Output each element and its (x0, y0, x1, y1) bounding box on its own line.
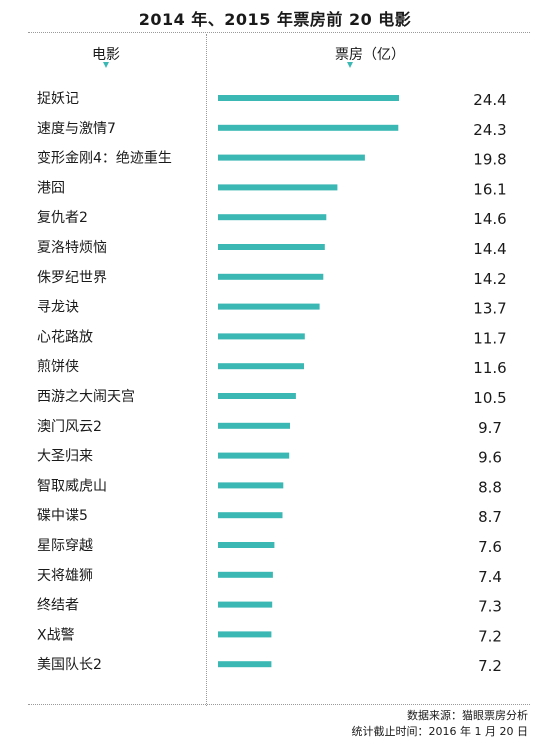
bar (218, 393, 296, 399)
bar (218, 244, 325, 250)
category-label: 智取威虎山 (37, 478, 107, 494)
value-label: 19.8 (473, 151, 506, 169)
cutoff-text: 统计截止时间：2016 年 1 月 20 日 (351, 725, 528, 738)
category-label: 煎饼侠 (37, 359, 79, 375)
bar (218, 303, 320, 310)
bar (218, 571, 273, 578)
value-label: 13.7 (473, 300, 506, 318)
category-label: 星际穿越 (37, 538, 93, 554)
value-label: 9.6 (478, 449, 502, 467)
bar (218, 601, 273, 608)
source-text: 数据来源：猫眼票房分析 (407, 709, 528, 722)
value-label: 7.2 (478, 627, 502, 645)
box-office-header-arrow-icon (347, 62, 353, 68)
category-label: 变形金刚4：绝迹重生 (37, 151, 172, 167)
bar (218, 154, 365, 161)
bar (218, 333, 305, 340)
bottom-divider (28, 704, 530, 705)
bar (218, 124, 399, 131)
bar (218, 482, 284, 489)
category-label: 天将雄狮 (37, 568, 93, 584)
category-label: 美国队长2 (37, 657, 102, 673)
category-label: 终结者 (37, 598, 79, 614)
value-label: 14.6 (473, 210, 506, 228)
value-label: 7.6 (478, 538, 502, 556)
value-label: 10.5 (473, 389, 506, 407)
bar (218, 273, 324, 280)
bar (218, 363, 304, 370)
category-label: 寻龙诀 (37, 300, 79, 316)
bar (218, 542, 275, 548)
category-label: 大圣归来 (37, 448, 93, 465)
value-label: 16.1 (473, 180, 506, 198)
top-divider (28, 32, 530, 33)
value-label: 8.7 (478, 508, 502, 526)
value-label: 24.4 (473, 91, 506, 109)
value-label: 7.4 (478, 568, 502, 586)
bar (218, 661, 272, 668)
value-label: 24.3 (473, 121, 506, 139)
movie-column-header: 电影 (92, 47, 120, 63)
value-label: 14.4 (473, 240, 506, 258)
value-label: 7.2 (478, 657, 502, 675)
column-divider (206, 34, 207, 706)
value-label: 11.7 (473, 329, 506, 347)
category-label: 夏洛特烦恼 (37, 240, 107, 256)
category-label: 港囧 (37, 180, 65, 196)
bar (218, 422, 290, 429)
box-office-column-header: 票房（亿） (335, 47, 405, 63)
bar-chart: 捉妖记 24.4 速度与激情7 24.3 变形金刚4：绝迹重生 19.8 港囧 16.1 复仇者… (37, 91, 507, 675)
category-label: 速度与激情7 (37, 120, 116, 137)
category-label: 心花路放 (37, 329, 93, 345)
category-label: 捉妖记 (37, 91, 79, 107)
movie-header-arrow-icon (103, 62, 109, 68)
value-label: 9.7 (478, 419, 502, 437)
category-label: 复仇者2 (37, 209, 88, 226)
value-label: 8.8 (478, 478, 502, 496)
bar (218, 512, 283, 519)
category-label: 澳门风云2 (37, 419, 102, 435)
bar (218, 631, 272, 638)
bar (218, 95, 399, 101)
category-label: X战警 (37, 627, 75, 643)
bar (218, 214, 327, 221)
value-label: 7.3 (478, 598, 502, 616)
category-label: 西游之大闹天宫 (37, 389, 135, 405)
source-note: 数据来源：猫眼票房分析 统计截止时间：2016 年 1 月 20 日 (352, 708, 528, 740)
value-label: 11.6 (473, 359, 506, 377)
bar (218, 184, 338, 191)
chart-title: 2014 年、2015 年票房前 20 电影 (138, 10, 412, 29)
bar (218, 452, 290, 459)
category-label: 碟中谍5 (37, 508, 88, 524)
category-label: 侏罗纪世界 (37, 270, 107, 286)
value-label: 14.2 (473, 270, 506, 288)
